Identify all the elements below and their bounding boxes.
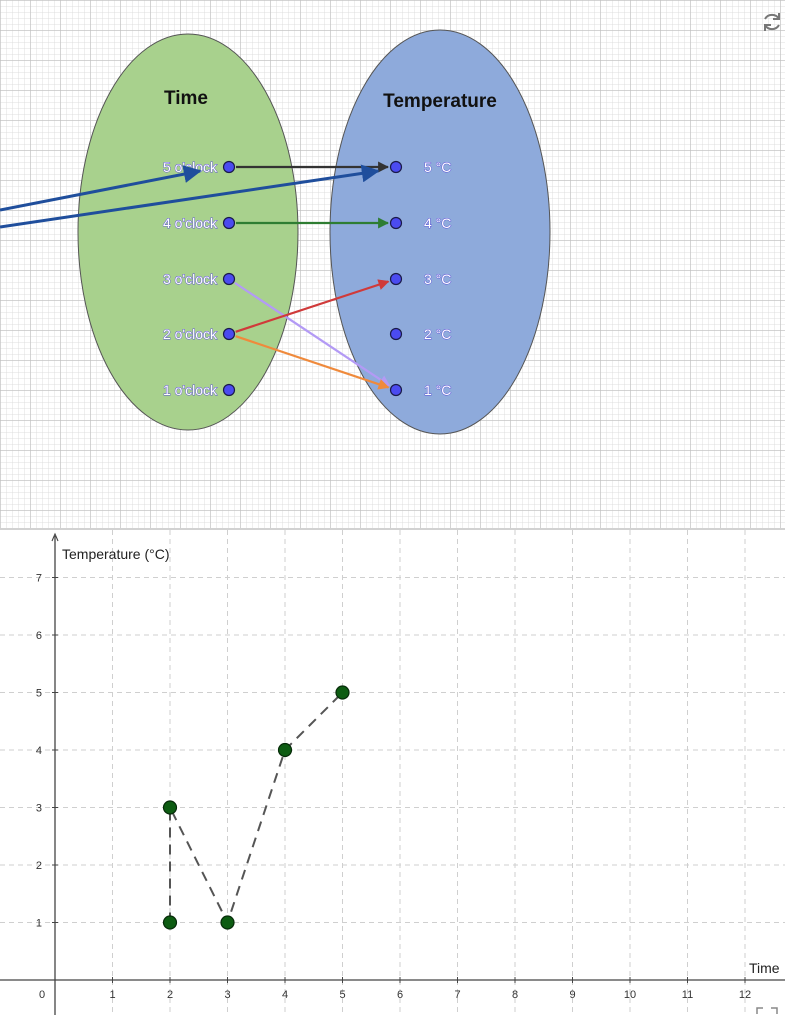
x-tick-label-9: 9 [569, 989, 575, 1001]
y-tick-label-6: 6 [36, 630, 42, 642]
domain-item-2-o-clock: 2 o'clock [163, 326, 218, 342]
y-tick-label-3: 3 [36, 803, 42, 815]
annotation-arrow-to-5-degrees [0, 164, 380, 229]
range-point-5-c[interactable] [389, 160, 403, 174]
panel-divider [0, 528, 785, 530]
range-item-1-c: 1 °C [424, 382, 451, 398]
refresh-icon[interactable] [764, 13, 780, 31]
domain-point-1-o-clock[interactable] [222, 383, 236, 397]
range-point-4-c[interactable] [389, 216, 403, 230]
range-item-4-c: 4 °C [424, 215, 451, 231]
x-tick-label-7: 7 [454, 989, 460, 1001]
data-point-3-1[interactable] [220, 915, 235, 930]
domain-point-2-o-clock[interactable] [222, 327, 236, 341]
x-tick-label-0: 0 [39, 989, 45, 1001]
x-axis-label: Time [749, 960, 780, 976]
fullscreen-icon[interactable] [756, 1007, 778, 1014]
mapping-arrows [234, 161, 391, 390]
data-point-2-3[interactable] [162, 800, 178, 815]
x-tick-label-11: 11 [682, 989, 693, 1001]
y-tick-label-1: 1 [36, 918, 42, 930]
x-tick-label-12: 12 [739, 989, 751, 1001]
domain-title: Time [164, 88, 208, 109]
y-tick-label-7: 7 [36, 573, 42, 585]
annotation-arrows [0, 164, 380, 229]
graph-panel: 0 1 2 3 4 5 6 7 8 9 10 11 12 1 2 3 4 5 6 7 Temperature (°C)… [0, 530, 785, 1015]
range-points: 5 °C 4 °C 3 °C 2 °C 1 °C [389, 159, 452, 398]
x-tick-label-3: 3 [224, 989, 230, 1001]
y-axis-label: Temperature (°C) [62, 546, 170, 562]
y-tick-label-4: 4 [36, 745, 42, 757]
data-point-5-5[interactable] [335, 685, 350, 700]
range-item-2-c: 2 °C [424, 326, 451, 342]
range-item-3-c: 3 °C [424, 271, 451, 287]
domain-point-4-o-clock[interactable] [222, 216, 236, 230]
domain-oval [77, 33, 299, 431]
domain-item-3-o-clock: 3 o'clock [163, 271, 218, 287]
domain-item-4-o-clock: 4 o'clock [163, 215, 218, 231]
range-title: Temperature [383, 91, 497, 112]
x-tick-label-8: 8 [512, 989, 518, 1001]
domain-point-3-o-clock[interactable] [222, 272, 236, 286]
y-tick-label-2: 2 [36, 860, 42, 872]
range-point-3-c[interactable] [389, 272, 403, 286]
x-tick-label-2: 2 [167, 989, 173, 1001]
annotation-arrow-to-5-oclock [0, 165, 202, 212]
y-tick-label-5: 5 [36, 688, 42, 700]
domain-item-1-o-clock: 1 o'clock [163, 382, 218, 398]
x-tick-label-5: 5 [339, 989, 345, 1001]
data-point-4-4[interactable] [277, 742, 293, 758]
range-point-2-c[interactable] [389, 327, 403, 341]
x-tick-label-10: 10 [624, 989, 636, 1001]
domain-point-5-o-clock[interactable] [222, 160, 236, 174]
range-item-5-c: 5 °C [424, 159, 451, 175]
x-tick-label-1: 1 [109, 989, 115, 1001]
mapping-arrow-2-o-clock-to-1-c[interactable] [235, 335, 390, 390]
x-tick-label-6: 6 [397, 989, 403, 1001]
mapping-arrow-2-o-clock-to-3-c[interactable] [235, 279, 390, 333]
range-point-1-c[interactable] [389, 383, 403, 397]
data-point-2-1[interactable] [162, 915, 178, 930]
y-axis-arrowhead [51, 532, 59, 542]
x-tick-label-4: 4 [282, 989, 288, 1001]
mapping-diagram-panel: Time Temperature 5 o'clock 4 o'clock 3 o'c… [0, 0, 785, 528]
range-oval [329, 29, 551, 435]
mapping-arrow-3-o-clock-to-1-c[interactable] [234, 281, 391, 387]
